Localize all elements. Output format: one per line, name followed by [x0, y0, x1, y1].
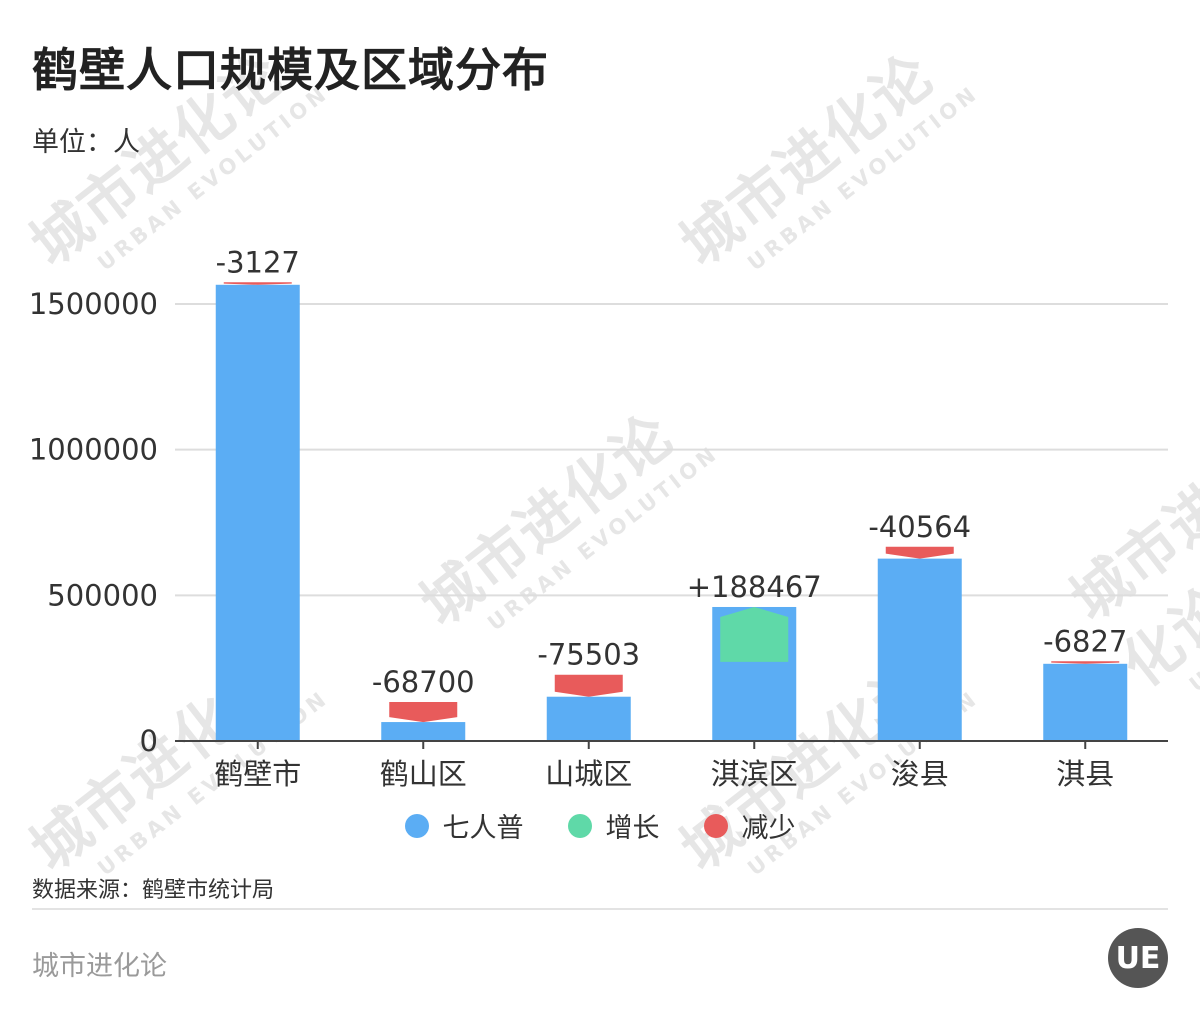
footer-brand: 城市进化论 [32, 951, 167, 982]
change-label: -3127 [216, 245, 300, 279]
change-label: -75503 [537, 638, 640, 672]
unit-label: 单位：人 [32, 127, 140, 158]
bar-base [215, 284, 300, 741]
change-label: +188467 [687, 570, 822, 604]
legend-label-decrease: 减少 [741, 813, 796, 844]
bar-base [381, 722, 466, 741]
y-tick-label: 0 [140, 724, 158, 758]
bar-increase [720, 606, 789, 662]
bar-decrease [554, 674, 623, 697]
y-tick-label: 1500000 [29, 287, 158, 321]
chart-title: 鹤壁人口规模及区域分布 [32, 43, 549, 97]
bar-decrease [1051, 661, 1120, 664]
data-source: 数据来源：鹤壁市统计局 [32, 878, 275, 903]
legend-dot-increase [567, 813, 592, 838]
x-tick-label: 山城区 [545, 757, 632, 791]
y-tick-label: 1000000 [29, 433, 158, 467]
bar-base [1043, 663, 1128, 741]
bar-base [546, 696, 631, 741]
x-tick-label: 鹤山区 [380, 757, 467, 791]
bar-decrease [885, 546, 954, 559]
y-tick-label: 500000 [47, 578, 158, 612]
bar-base [877, 558, 962, 741]
legend-item-base: 七人普 [404, 806, 524, 845]
legend-label-increase: 增长 [605, 813, 660, 844]
legend-item-decrease: 减少 [703, 806, 796, 845]
bar-decrease [389, 702, 458, 723]
bar-decrease [223, 282, 292, 285]
footer-divider [32, 908, 1168, 910]
legend-item-increase: 增长 [567, 806, 660, 845]
legend-dot-base [404, 813, 429, 838]
brand-logo: UE [1108, 928, 1168, 988]
change-label: -6827 [1043, 624, 1127, 658]
chart-legend: 七人普 增长 减少 [0, 806, 1200, 845]
legend-label-base: 七人普 [442, 813, 524, 844]
x-tick-label: 淇县 [1056, 757, 1114, 791]
x-tick-label: 鹤壁市 [214, 757, 301, 791]
brand-logo-text: UE [1115, 940, 1161, 976]
bar-chart: 0 500000 1000000 1500000 -3127 鹤壁市 -68700 鹤山区 -7… [29, 245, 1168, 791]
legend-dot-decrease [703, 813, 728, 838]
x-tick-label: 淇滨区 [711, 757, 798, 791]
change-label: -40564 [868, 510, 971, 544]
change-label: -68700 [372, 665, 475, 699]
x-tick-label: 浚县 [891, 757, 949, 791]
